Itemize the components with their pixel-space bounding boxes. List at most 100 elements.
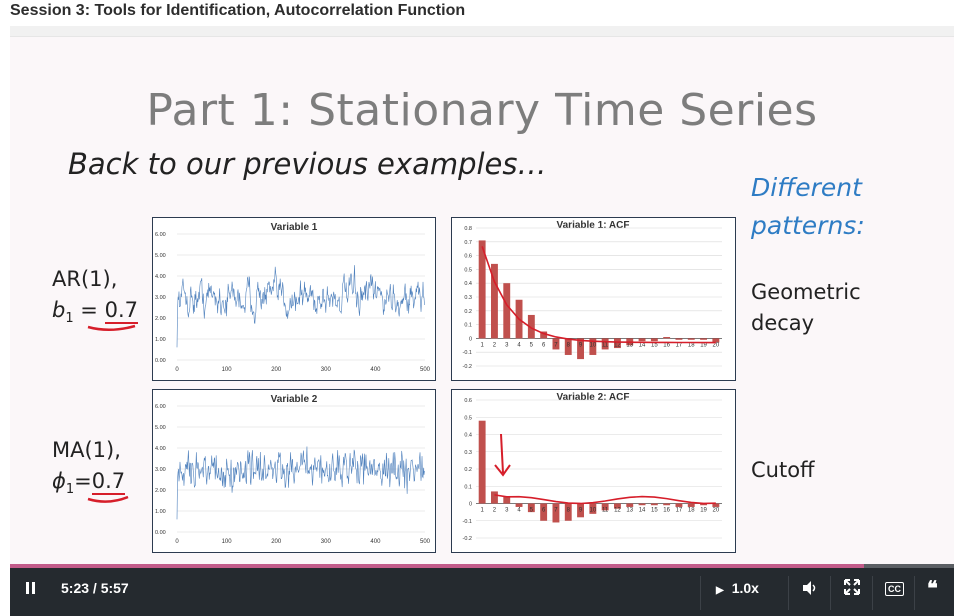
pen-annotations [87,324,511,503]
x-tick-label: 3 [505,508,509,514]
acf-bar [700,503,707,506]
y-tick-label: 1.00 [155,337,166,343]
y-tick-label: 3.00 [155,467,166,473]
transcript-button[interactable]: ❝ [927,576,938,601]
pen-curve [481,246,716,344]
x-tick-label: 19 [700,508,707,514]
x-tick-label: 17 [676,342,683,348]
x-tick-label: 11 [602,508,609,514]
series-line [176,265,425,348]
x-tick-label: 15 [651,342,658,348]
x-tick-label: 11 [602,342,609,348]
player-controls: 5:23 / 5:57 ▶ 1.0x CC ❝ [10,564,954,616]
x-tick-label: 20 [713,342,720,348]
divider [872,576,873,610]
x-tick-label: 300 [321,367,332,373]
x-tick-label: 200 [271,367,282,373]
x-tick-label: 2 [493,508,497,514]
progress-fill [10,564,865,568]
x-tick-label: 0 [175,367,179,373]
slide-title: Part 1: Stationary Time Series [146,85,818,136]
x-tick-label: 2 [493,342,497,348]
patterns-heading-line2: patterns: [751,211,865,240]
y-tick-label: 0.3 [464,450,472,456]
x-tick-label: 500 [420,367,431,373]
acf-bar [675,338,683,340]
acf-bar [626,503,634,507]
x-tick-label: 19 [700,342,707,348]
y-tick-label: 6.00 [155,232,166,238]
closed-captions-icon: CC [885,582,904,596]
x-tick-label: 14 [639,342,646,348]
divider [700,576,701,610]
x-tick-label: 8 [567,342,571,348]
slide-subtitle: Back to our previous examples… [68,147,547,181]
y-tick-label: 4.00 [155,274,166,280]
acf-bar [675,503,683,507]
speed-label: 1.0x [731,580,759,596]
acf-bar [712,338,720,343]
acf-bar [515,503,523,507]
ma1-label: MA(1), ϕ1=0.7 [52,438,126,498]
y-tick-label: 0.4 [464,433,472,439]
y-tick-label: 0.3 [464,295,472,301]
x-tick-label: 20 [713,508,720,514]
chart-variable-2: Variable 2 0.00 1.00 2.00 3.00 4.00 5.00 6.00 0 1… [152,389,436,553]
x-tick-label: 100 [222,539,233,545]
acf-bar [589,503,597,514]
y-tick-label: -0.1 [463,519,472,525]
x-tick-label: 400 [370,539,381,545]
closed-captions-button[interactable]: CC [885,579,904,596]
speed-button[interactable]: ▶ 1.0x [716,580,759,596]
acf-bar [552,338,560,350]
y-tick-label: 4.00 [155,446,166,452]
acf-bar [552,503,560,523]
underline-scribble-1 [87,324,136,331]
acf-bar [650,503,658,506]
acf-bar [638,338,646,342]
x-tick-label: 300 [321,539,332,545]
y-tick-label: 2.00 [155,316,166,322]
x-tick-label: 10 [590,508,597,514]
acf-bar [540,331,548,339]
fullscreen-button[interactable] [844,579,860,598]
video-frame[interactable]: Part 1: Stationary Time Series Back to o… [10,36,954,565]
acf-bar [527,503,535,513]
chart-variable-2-acf: Variable 2: ACF 0.6 0.5 0.4 0.3 0.2 0.1 0 -0.1 -0… [451,389,736,553]
x-tick-label: 12 [614,508,621,514]
chart-title: Variable 2: ACF [557,392,630,403]
acf-bar [503,283,511,339]
acf-bar [589,338,597,355]
x-tick-label: 13 [626,342,633,348]
session-title: Session 3: Tools for Identification, Aut… [10,2,466,19]
x-tick-label: 7 [554,508,558,514]
progress-bar[interactable] [10,564,954,568]
y-tick-label: 0.5 [464,415,472,421]
x-tick-label: 6 [542,508,546,514]
acf-bar [527,314,535,339]
acf-bar [614,503,621,509]
divider [914,576,915,610]
divider [788,576,789,610]
acf-bar [564,338,572,355]
x-tick-label: 15 [651,508,658,514]
acf-bar [577,338,584,360]
time-display: 5:23 / 5:57 [61,580,129,596]
x-tick-label: 6 [542,342,546,348]
y-tick-label: 0.6 [464,254,472,260]
pause-button[interactable] [24,580,38,599]
x-tick-label: 500 [420,539,431,545]
chart-variable-1-svg: Variable 1 0.00 1.00 2.00 3.00 4.00 5.00 6.00 0 1… [155,222,431,373]
volume-button[interactable] [801,579,819,600]
y-tick-label: 6.00 [155,404,166,410]
x-tick-label: 1 [480,342,484,348]
pause-icon [26,582,35,594]
x-tick-label: 17 [676,508,683,514]
x-tick-label: 14 [639,508,646,514]
x-tick-label: 12 [614,342,621,348]
acf-bar [577,503,584,518]
video-player[interactable]: Part 1: Stationary Time Series Back to o… [10,26,954,616]
acf-bar [712,503,720,507]
pen-curve [494,494,716,505]
volume-icon [803,581,816,595]
